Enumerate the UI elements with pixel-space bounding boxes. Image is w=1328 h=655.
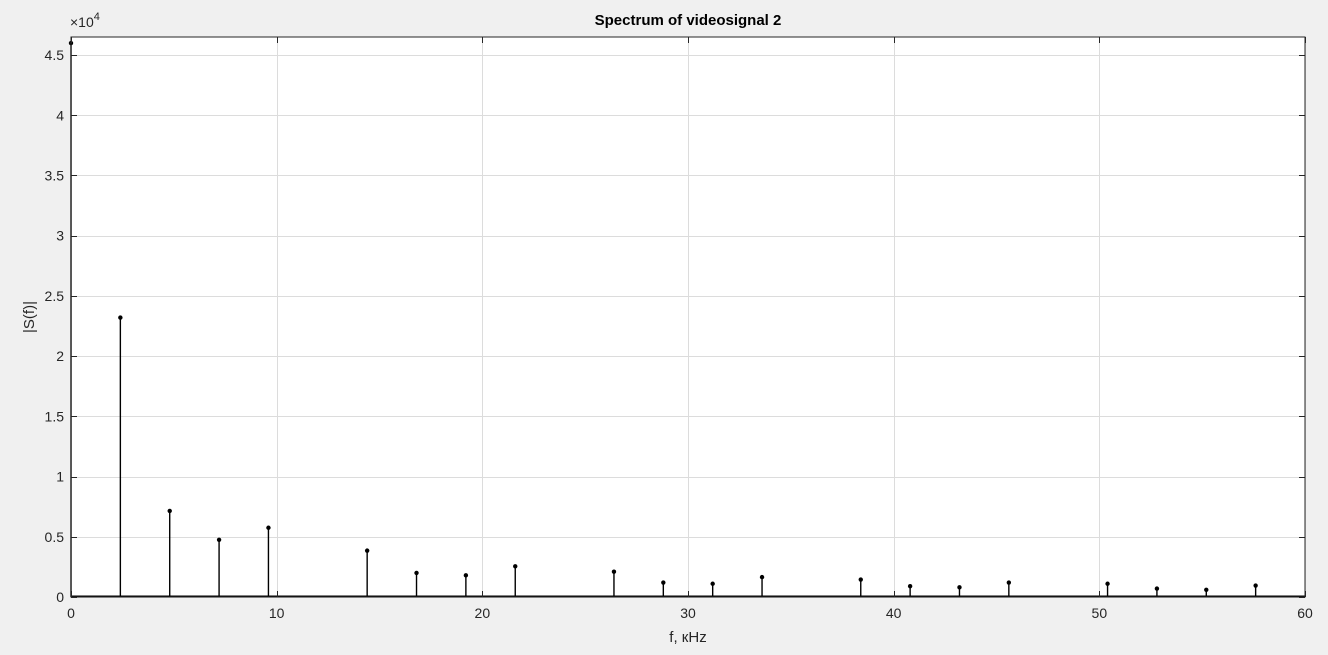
- stem-marker: [1253, 583, 1258, 588]
- y-multiplier-exponent: 4: [94, 11, 100, 23]
- y-tick-label: 4.5: [45, 47, 65, 63]
- stem-marker: [907, 583, 913, 589]
- x-axis-label: f, кHz: [669, 629, 706, 646]
- x-tick-label: 40: [886, 605, 902, 621]
- y-tick-label: 0.5: [45, 529, 65, 545]
- y-tick-label: 0: [56, 589, 64, 605]
- y-multiplier: ×104: [70, 11, 100, 30]
- y-tick-label: 1.5: [45, 408, 65, 424]
- y-tick-label: 3.5: [45, 167, 65, 183]
- y-multiplier-base: ×10: [70, 14, 94, 30]
- stem-marker: [1154, 586, 1160, 591]
- x-tick-label: 0: [67, 605, 75, 621]
- stem-marker: [463, 573, 469, 578]
- stem-marker: [513, 564, 518, 569]
- x-tick-label: 20: [475, 605, 491, 621]
- stem-marker: [266, 525, 271, 530]
- y-tick-label: 3: [56, 228, 64, 244]
- y-tick-label: 1: [56, 469, 64, 485]
- stem-marker: [858, 577, 863, 582]
- stem-marker: [611, 569, 617, 574]
- axis-ticks: [71, 37, 1306, 598]
- x-tick-label: 30: [680, 605, 696, 621]
- stem-marker: [1006, 580, 1012, 585]
- stem-marker: [1204, 587, 1209, 592]
- stem-marker: [1105, 581, 1110, 586]
- stem-marker: [759, 574, 765, 580]
- stem-marker: [661, 580, 666, 585]
- y-tick-label: 4: [56, 107, 64, 123]
- y-tick-label: 2: [56, 348, 64, 364]
- stem-marker: [364, 548, 370, 553]
- y-tick-labels: 0 0.5 1 1.5 2 2.5 3 3.5 4 4.5: [45, 47, 65, 605]
- x-tick-label: 50: [1092, 605, 1108, 621]
- x-tick-label: 10: [269, 605, 285, 621]
- stem-marker: [957, 585, 962, 590]
- x-tick-label: 60: [1297, 605, 1313, 621]
- stem-marker: [167, 508, 172, 514]
- y-tick-label: 2.5: [45, 288, 65, 304]
- y-axis-label: |S(f)|: [21, 301, 38, 333]
- stem-marker: [710, 581, 715, 586]
- x-tick-labels: 0 10 20 30 40 50 60: [67, 605, 1313, 621]
- stem-marker: [216, 537, 222, 542]
- chart-title: Spectrum of videosignal 2: [595, 12, 782, 29]
- stem-marker: [118, 315, 123, 320]
- stem-marker: [414, 570, 419, 576]
